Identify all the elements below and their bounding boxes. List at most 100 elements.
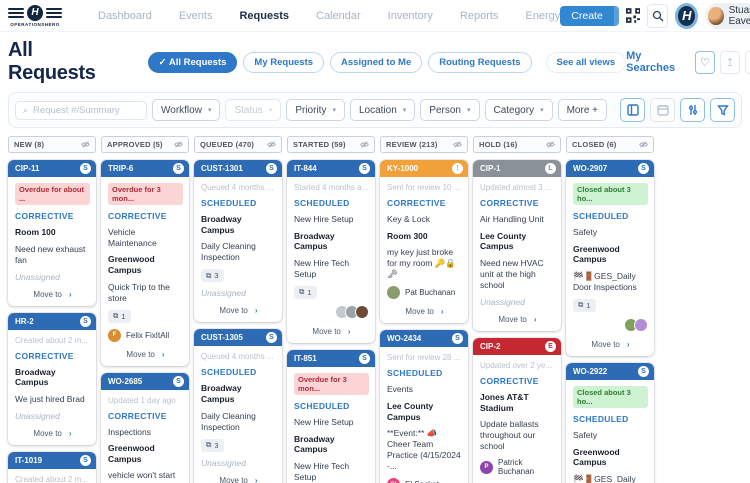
chevron-right-icon: › — [68, 289, 72, 299]
filter-dropdown-workflow[interactable]: Workflow ▾ — [152, 99, 221, 121]
workflow-link[interactable]: CORRECTIVE — [387, 198, 446, 208]
move-to-button[interactable]: Move to› — [219, 306, 258, 316]
hide-column-button[interactable] — [267, 140, 276, 149]
nav-item-calendar[interactable]: Calendar — [316, 9, 361, 22]
settings-button[interactable]: ⚙ — [745, 50, 750, 74]
workflow-link[interactable]: SCHEDULED — [294, 198, 350, 208]
card-header[interactable]: WO-2907 S — [566, 160, 654, 177]
board-view-button[interactable] — [620, 98, 645, 122]
request-card-ky-1000[interactable]: KY-1000! Sent for review 10 ... CORRECTIVE… — [380, 160, 468, 324]
nav-item-requests[interactable]: Requests — [239, 9, 289, 22]
card-header[interactable]: CIP-2 E — [473, 338, 561, 356]
see-all-views-link[interactable]: See all views — [545, 51, 627, 73]
user-menu[interactable]: Stuart Eaves ▾ — [705, 2, 750, 29]
global-search-button[interactable] — [647, 3, 669, 28]
request-card-wo-2434[interactable]: WO-2434 S Sent for review 28 ... SCHEDULED E… — [380, 330, 468, 483]
search-input[interactable] — [33, 104, 139, 116]
request-card-cust-1301[interactable]: CUST-1301 S Queued 4 months ... SCHEDULED Br… — [194, 160, 282, 323]
card-header[interactable]: TRIP-6 S — [101, 160, 189, 177]
hide-column-button[interactable] — [174, 140, 183, 149]
filter-dropdown-location[interactable]: Location ▾ — [349, 99, 416, 121]
move-to-button[interactable]: Move to› — [126, 349, 165, 359]
card-header[interactable]: IT-1019 S — [8, 452, 96, 470]
filter-dropdown-priority[interactable]: Priority ▾ — [286, 99, 345, 121]
card-header[interactable]: WO-2434 S — [380, 330, 468, 348]
move-to-button[interactable]: Move to› — [33, 289, 72, 299]
request-card-wo-2922[interactable]: WO-2922 S Closed about 3 ho... SCHEDULED Saf… — [566, 362, 654, 483]
nav-item-reports[interactable]: Reports — [459, 9, 499, 22]
workflow-link[interactable]: SCHEDULED — [387, 368, 443, 379]
move-to-button[interactable]: Move to› — [219, 475, 258, 483]
filter-dropdown-status[interactable]: Status ▾ — [225, 99, 282, 121]
workflow-link[interactable]: SCHEDULED — [201, 367, 257, 378]
hide-column-button[interactable] — [81, 140, 90, 149]
request-card-cip-11[interactable]: CIP-11 S Overdue for about ... CORRECTIVE Ro… — [8, 160, 96, 306]
hide-column-button[interactable] — [360, 140, 369, 149]
workflow-link[interactable]: CORRECTIVE — [480, 198, 539, 208]
my-searches-link[interactable]: My Searches — [626, 50, 676, 74]
filter-dropdown-person[interactable]: Person ▾ — [420, 99, 480, 121]
nav-item-inventory[interactable]: Inventory — [387, 9, 433, 22]
request-search[interactable]: ⌕ — [15, 100, 147, 120]
hide-column-button[interactable] — [546, 140, 555, 149]
request-card-trip-6[interactable]: TRIP-6 S Overdue for 3 mon... CORRECTIVE Veh… — [101, 160, 189, 366]
hide-column-button[interactable] — [639, 140, 648, 149]
hide-column-button[interactable] — [453, 140, 462, 149]
move-to-button[interactable]: Move to› — [405, 307, 444, 317]
workflow-link[interactable]: SCHEDULED — [573, 413, 629, 424]
request-card-hr-2[interactable]: HR-2 S Created about 2 m... CORRECTIVE Broad… — [8, 312, 96, 446]
view-pill-routing-requests[interactable]: Routing Requests — [428, 51, 532, 73]
request-card-cip-1[interactable]: CIP-1 L Updated almost 3 ... CORRECTIVE Air … — [473, 160, 561, 332]
nav-item-energy[interactable]: Energy — [525, 9, 561, 22]
avatar: F — [108, 328, 121, 342]
card-header[interactable]: HR-2 S — [8, 312, 96, 330]
card-header[interactable]: IT-851 S — [287, 349, 375, 367]
workflow-link[interactable]: CORRECTIVE — [480, 376, 539, 387]
create-split-button[interactable]: Create ▾ — [560, 5, 619, 26]
nav-item-events[interactable]: Events — [178, 9, 213, 22]
filter-funnel-button[interactable] — [710, 98, 735, 122]
workflow-link[interactable]: SCHEDULED — [294, 400, 350, 411]
move-to-button[interactable]: Move to› — [33, 429, 72, 439]
calendar-view-button[interactable] — [650, 98, 675, 122]
move-to-button[interactable]: Move to› — [498, 315, 537, 325]
create-button[interactable]: Create — [560, 5, 614, 26]
workflow-link[interactable]: CORRECTIVE — [15, 211, 74, 221]
brand-logo[interactable]: H OPERATIONSHERO — [8, 4, 62, 27]
request-card-it-851[interactable]: IT-851 S Overdue for 3 mon... SCHEDULED New … — [287, 349, 375, 483]
card-header[interactable]: CIP-1 L — [473, 160, 561, 177]
card-header[interactable]: WO-2922 S — [566, 362, 654, 380]
request-card-wo-2685[interactable]: WO-2685 S Updated 1 day ago CORRECTIVE Inspe… — [101, 372, 189, 483]
view-pill-my-requests[interactable]: My Requests — [243, 51, 325, 73]
org-h-logo-icon[interactable]: H — [675, 2, 699, 29]
request-card-it-844[interactable]: IT-844 S Started 4 months a... SCHEDULED New… — [287, 160, 375, 343]
card-header[interactable]: WO-2685 S — [101, 372, 189, 390]
share-button[interactable]: ↥ — [719, 50, 741, 74]
column-cards: TRIP-6 S Overdue for 3 mon... CORRECTIVE Veh… — [101, 160, 189, 483]
columns-settings-button[interactable] — [680, 98, 705, 122]
card-header[interactable]: CUST-1305 S — [194, 329, 282, 347]
filter-dropdown-category[interactable]: Category ▾ — [484, 99, 553, 121]
card-header[interactable]: IT-844 S — [287, 160, 375, 177]
card-header[interactable]: KY-1000! — [380, 160, 468, 177]
nav-item-dashboard[interactable]: Dashboard — [98, 9, 152, 22]
request-card-it-1019[interactable]: IT-1019 S Created about 2 m...CORRECTIVECh… — [8, 452, 96, 483]
workflow-link[interactable]: SCHEDULED — [573, 211, 629, 221]
view-pill-all-requests[interactable]: ✓ All Requests — [147, 51, 238, 73]
move-to-button[interactable]: Move to› — [312, 326, 351, 336]
qr-code-icon[interactable] — [625, 7, 641, 24]
move-to-button[interactable]: Move to› — [591, 339, 630, 349]
workflow-link[interactable]: SCHEDULED — [201, 198, 257, 208]
workflow-link[interactable]: CORRECTIVE — [108, 211, 167, 221]
workflow-link[interactable]: CORRECTIVE — [108, 410, 167, 421]
favorite-button[interactable]: ♡ — [694, 50, 715, 74]
create-caret-icon[interactable]: ▾ — [613, 5, 619, 26]
request-card-wo-2907[interactable]: WO-2907 S Closed about 3 ho... SCHEDULED Saf… — [566, 160, 654, 356]
request-card-cip-2[interactable]: CIP-2 E Updated over 2 ye... CORRECTIVE Jone… — [473, 338, 561, 483]
workflow-link[interactable]: CORRECTIVE — [15, 350, 74, 361]
view-pill-assigned-to-me[interactable]: Assigned to Me — [330, 51, 423, 73]
request-card-cust-1305[interactable]: CUST-1305 S Queued 4 months ... SCHEDULED Br… — [194, 329, 282, 483]
card-header[interactable]: CIP-11 S — [8, 160, 96, 177]
card-header[interactable]: CUST-1301 S — [194, 160, 282, 177]
more-filters-button[interactable]: More + — [557, 99, 607, 121]
